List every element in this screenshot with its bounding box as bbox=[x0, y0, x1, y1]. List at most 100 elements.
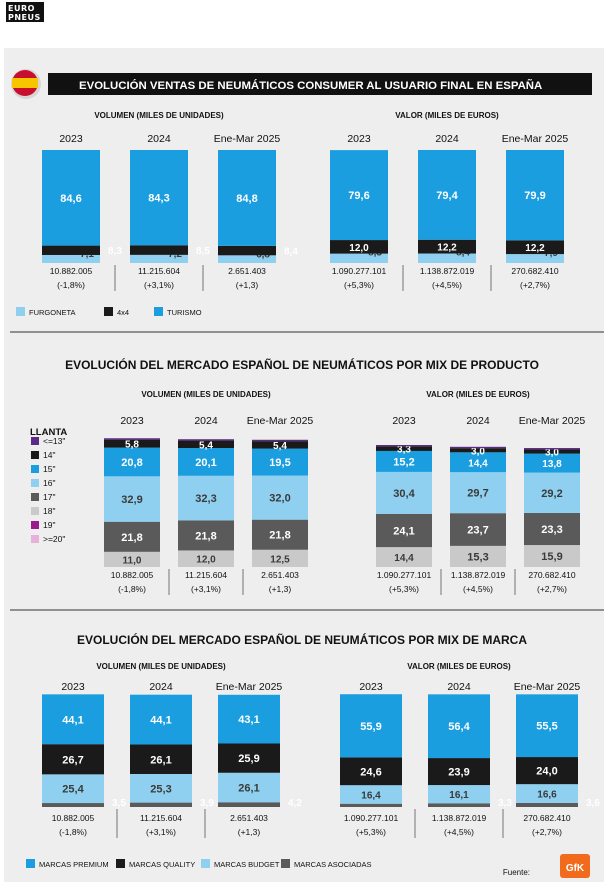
bar-segment bbox=[252, 441, 308, 449]
category-label: Ene-Mar 2025 bbox=[214, 133, 281, 145]
bar-segment bbox=[104, 476, 160, 522]
bar-segment bbox=[418, 150, 476, 240]
bar-segment bbox=[252, 519, 308, 550]
bar-segment bbox=[524, 453, 580, 473]
data-label: 14,4 bbox=[468, 458, 488, 469]
data-label: 23,3 bbox=[541, 524, 562, 536]
category-label: 2023 bbox=[120, 415, 144, 427]
legend-label: MARCAS QUALITY bbox=[129, 860, 195, 869]
total-label: 1.138.872.019 bbox=[432, 813, 487, 823]
total-label: 1.090.277.101 bbox=[332, 266, 387, 276]
change-label: (+3,1%) bbox=[144, 280, 174, 290]
legend-label: >=20" bbox=[43, 534, 65, 544]
legend-label: 4x4 bbox=[117, 308, 129, 317]
gfk-logo-icon bbox=[560, 854, 590, 878]
total-label: 2.651.403 bbox=[261, 570, 299, 580]
bar-segment bbox=[104, 447, 160, 477]
bar-segment bbox=[428, 803, 490, 807]
data-label: 5,8 bbox=[125, 440, 139, 451]
bar-segment bbox=[340, 785, 402, 804]
total-label: 1.090.277.101 bbox=[377, 570, 432, 580]
legend-swatch bbox=[281, 859, 290, 868]
legend-swatch bbox=[104, 307, 113, 316]
category-label: 2023 bbox=[392, 415, 416, 427]
category-label: 2024 bbox=[466, 415, 490, 427]
bar-segment bbox=[376, 471, 432, 514]
bar-segment bbox=[450, 472, 506, 514]
data-label: 29,7 bbox=[467, 488, 488, 500]
data-label: 56,4 bbox=[448, 721, 470, 733]
legend-label: 17" bbox=[43, 492, 55, 502]
data-label: 3,0 bbox=[545, 447, 559, 458]
data-label: 24,0 bbox=[536, 766, 557, 778]
category-label: Ene-Mar 2025 bbox=[519, 415, 586, 427]
chart-subtitle: VALOR (MILES DE EUROS) bbox=[395, 111, 499, 120]
category-label: 2023 bbox=[359, 681, 383, 693]
data-label: 26,1 bbox=[238, 783, 259, 795]
bar-segment bbox=[418, 253, 476, 263]
total-label: 270.682.410 bbox=[523, 813, 571, 823]
bar-segment bbox=[178, 439, 234, 441]
category-label: Ene-Mar 2025 bbox=[247, 415, 314, 427]
total-label: 10.882.005 bbox=[52, 813, 95, 823]
bar-segment bbox=[218, 772, 280, 803]
data-label: 8,5 bbox=[196, 246, 210, 257]
total-label: 11.215.604 bbox=[185, 570, 227, 580]
change-label: (+4,5%) bbox=[463, 584, 493, 594]
data-label: 21,8 bbox=[195, 530, 216, 542]
change-label: (-1,8%) bbox=[57, 280, 85, 290]
legend-swatch bbox=[31, 465, 39, 473]
bar-segment bbox=[340, 803, 402, 807]
legend-swatch bbox=[31, 479, 39, 487]
total-label: 10.882.005 bbox=[50, 266, 93, 276]
total-label: 1.090.277.101 bbox=[344, 813, 399, 823]
bar-segment bbox=[428, 694, 490, 759]
change-label: (+5,3%) bbox=[356, 827, 386, 837]
total-label: 10.882.005 bbox=[111, 570, 154, 580]
legend-label: MARCAS ASOCIADAS bbox=[294, 860, 372, 869]
bar-segment bbox=[428, 758, 490, 786]
bar-segment bbox=[376, 513, 432, 548]
chart-subtitle: VOLUMEN (MILES DE UNIDADES) bbox=[141, 390, 271, 399]
bar-segment bbox=[42, 694, 104, 745]
legend-label: MARCAS PREMIUM bbox=[39, 860, 109, 869]
bar-segment bbox=[516, 757, 578, 785]
total-label: 2.651.403 bbox=[230, 813, 268, 823]
legend-label: 16" bbox=[43, 478, 55, 488]
data-label: 30,4 bbox=[393, 488, 415, 500]
bar-segment bbox=[450, 545, 506, 567]
bar-segment bbox=[218, 150, 276, 246]
title-banner bbox=[48, 73, 592, 95]
data-label: 24,6 bbox=[360, 766, 381, 778]
bar-segment bbox=[376, 445, 432, 447]
bar-segment bbox=[330, 240, 388, 254]
bar-segment bbox=[42, 774, 104, 804]
legend-swatch bbox=[26, 859, 35, 868]
bar-segment bbox=[130, 694, 192, 745]
change-label: (+5,3%) bbox=[344, 280, 374, 290]
legend-label: FURGONETA bbox=[29, 308, 76, 317]
bar-segment bbox=[252, 475, 308, 520]
change-label: (+3,1%) bbox=[191, 584, 221, 594]
data-label: 20,8 bbox=[121, 457, 142, 469]
data-label: 84,6 bbox=[60, 193, 81, 205]
legend-label: 14" bbox=[43, 450, 55, 460]
category-label: 2024 bbox=[194, 415, 218, 427]
bar-segment bbox=[178, 550, 234, 567]
legend-swatch bbox=[31, 507, 39, 515]
chart-subtitle: VOLUMEN (MILES DE UNIDADES) bbox=[96, 662, 226, 671]
data-label: 25,3 bbox=[150, 783, 171, 795]
spain-flag-stripe bbox=[12, 78, 38, 88]
bar-segment bbox=[340, 694, 402, 758]
chart-subtitle: VALOR (MILES DE EUROS) bbox=[407, 662, 511, 671]
bar-segment bbox=[450, 446, 506, 449]
bar-segment bbox=[130, 254, 188, 263]
bar-segment bbox=[506, 150, 564, 241]
data-label: 15,9 bbox=[541, 551, 562, 563]
bar-segment bbox=[104, 551, 160, 567]
data-label: 8,3 bbox=[108, 246, 122, 257]
legend-swatch bbox=[16, 307, 25, 316]
data-label: 13,8 bbox=[542, 459, 562, 470]
bar-segment bbox=[42, 254, 100, 263]
bar-segment bbox=[130, 802, 192, 807]
